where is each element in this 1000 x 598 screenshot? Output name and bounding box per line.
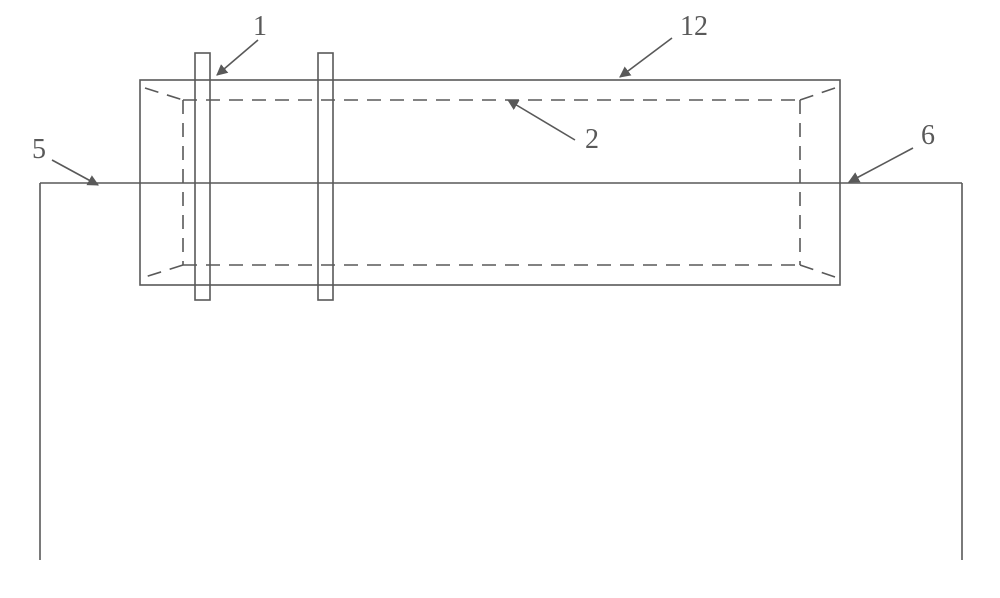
label-12-leader [620,38,672,77]
left-trap-bot [145,265,183,277]
label-1-label: 1 [253,11,267,42]
label-5-leader [52,160,98,185]
label-2-label: 2 [585,124,599,155]
label-12-label: 12 [680,11,708,42]
strap-1 [195,53,210,300]
right-trap-top [800,88,835,100]
label-2-leader [508,100,575,140]
label-5-label: 5 [32,134,46,165]
strap-2 [318,53,333,300]
label-1-leader [217,40,258,75]
label-6-leader [849,148,913,182]
left-trap-top [145,88,183,100]
right-trap-bot [800,265,835,277]
label-6-label: 6 [921,120,935,151]
